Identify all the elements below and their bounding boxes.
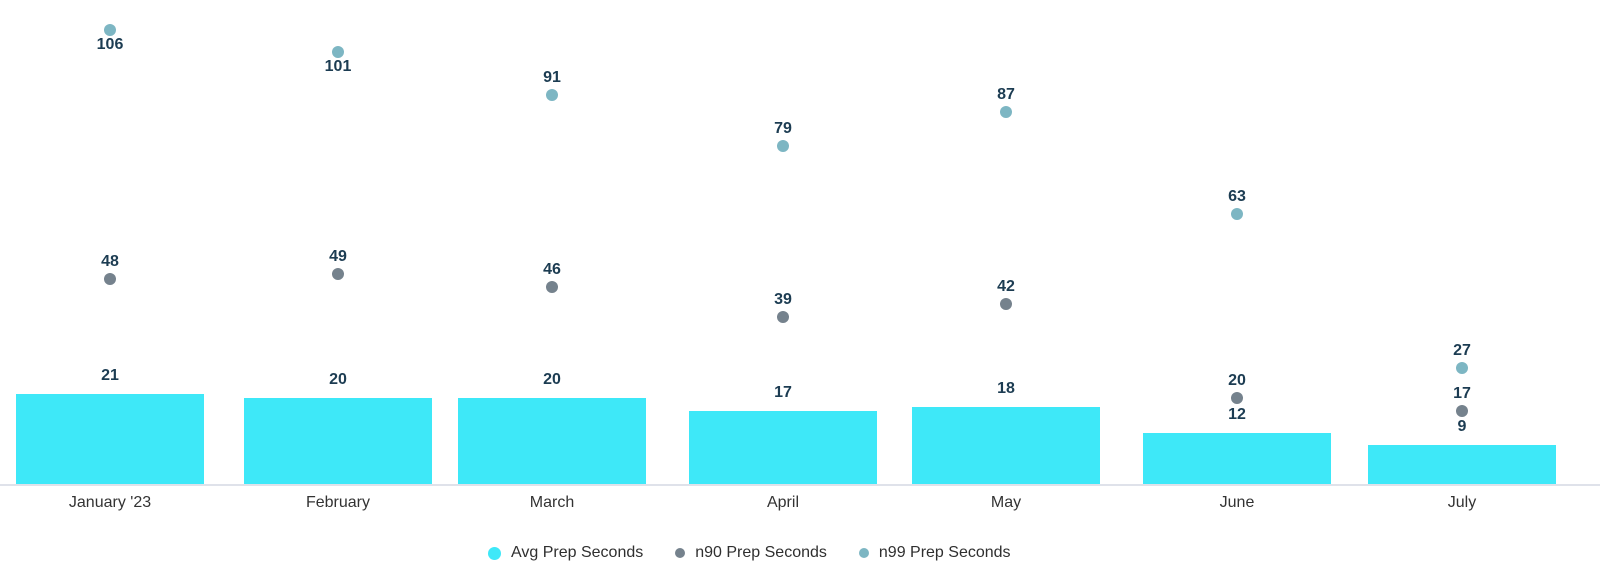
n90-prep-seconds-swatch-icon (675, 548, 686, 558)
annotation-n90-prep-seconds-may: 42 (997, 278, 1015, 296)
annotation-n90-prep-seconds-january-23: 48 (101, 252, 119, 270)
annotation-n90-prep-seconds-june: 20 (1228, 372, 1246, 390)
n99-prep-seconds-swatch-icon (858, 548, 869, 558)
annotation-n99-prep-seconds-january-23: 106 (96, 36, 124, 54)
point-n99-prep-seconds-july[interactable] (1456, 362, 1468, 375)
annotation-avg-prep-seconds-april: 17 (774, 384, 792, 402)
legend-label-n90-prep-seconds: n90 Prep Seconds (695, 544, 827, 561)
point-n99-prep-seconds-may[interactable] (1000, 105, 1012, 118)
annotation-avg-prep-seconds-march: 20 (543, 371, 561, 389)
bar-avg-prep-seconds-march[interactable] (458, 398, 646, 484)
annotation-n90-prep-seconds-april: 39 (774, 291, 792, 309)
annotation-n99-prep-seconds-march: 91 (543, 68, 561, 86)
x-axis-label-may: May (990, 494, 1022, 511)
legend-item-n99-prep-seconds: n99 Prep Seconds (858, 544, 1011, 562)
point-n99-prep-seconds-march[interactable] (546, 88, 558, 101)
x-axis-line (0, 484, 1600, 486)
annotation-avg-prep-seconds-january-23: 21 (101, 367, 119, 385)
x-axis-label-july: July (1447, 494, 1477, 511)
avg-prep-seconds-swatch-icon (488, 546, 501, 560)
annotation-n99-prep-seconds-may: 87 (997, 85, 1015, 103)
annotation-n99-prep-seconds-june: 63 (1228, 188, 1246, 206)
point-n99-prep-seconds-june[interactable] (1231, 208, 1243, 221)
point-n90-prep-seconds-july[interactable] (1456, 405, 1468, 418)
bar-avg-prep-seconds-may[interactable] (912, 406, 1100, 484)
x-axis-label-march: March (529, 494, 575, 511)
bar-avg-prep-seconds-july[interactable] (1368, 445, 1556, 484)
bar-avg-prep-seconds-june[interactable] (1143, 432, 1331, 484)
annotation-avg-prep-seconds-may: 18 (997, 379, 1015, 397)
annotation-avg-prep-seconds-june: 12 (1228, 405, 1246, 423)
point-n99-prep-seconds-february[interactable] (332, 45, 344, 58)
annotation-n90-prep-seconds-july: 17 (1453, 385, 1471, 403)
point-n90-prep-seconds-may[interactable] (1000, 298, 1012, 311)
x-axis-label-april: April (766, 494, 799, 511)
annotation-n90-prep-seconds-march: 46 (543, 261, 561, 279)
annotation-avg-prep-seconds-july: 9 (1457, 418, 1467, 436)
x-axis-label-january-23: January '23 (68, 494, 152, 511)
point-n99-prep-seconds-january-23[interactable] (104, 24, 116, 37)
legend: Avg Prep Seconds n90 Prep Seconds n99 Pr… (488, 544, 1011, 562)
annotation-n99-prep-seconds-february: 101 (324, 57, 352, 75)
legend-label-n99-prep-seconds: n99 Prep Seconds (878, 544, 1011, 561)
point-n90-prep-seconds-june[interactable] (1231, 392, 1243, 405)
annotation-n90-prep-seconds-february: 49 (329, 248, 347, 266)
plot-area: 21 48 106 20 49 101 20 46 91 17 39 79 18 42 87 12 20 63 9 1… (0, 24, 1600, 486)
annotation-n99-prep-seconds-april: 79 (774, 119, 792, 137)
point-n90-prep-seconds-february[interactable] (332, 268, 344, 281)
point-n99-prep-seconds-april[interactable] (777, 139, 789, 152)
bar-avg-prep-seconds-february[interactable] (244, 398, 432, 484)
annotation-n99-prep-seconds-july: 27 (1453, 342, 1471, 360)
bar-avg-prep-seconds-january-23[interactable] (16, 394, 204, 484)
annotation-avg-prep-seconds-february: 20 (329, 371, 347, 389)
point-n90-prep-seconds-march[interactable] (546, 281, 558, 294)
legend-item-n90-prep-seconds: n90 Prep Seconds (675, 544, 827, 562)
x-axis-label-february: February (305, 494, 371, 511)
x-axis-label-june: June (1219, 494, 1255, 511)
legend-item-avg-prep-seconds: Avg Prep Seconds (488, 544, 643, 562)
point-n90-prep-seconds-april[interactable] (777, 311, 789, 324)
point-n90-prep-seconds-january-23[interactable] (104, 272, 116, 285)
bar-avg-prep-seconds-april[interactable] (689, 411, 877, 484)
legend-label-avg-prep-seconds: Avg Prep Seconds (511, 544, 644, 561)
